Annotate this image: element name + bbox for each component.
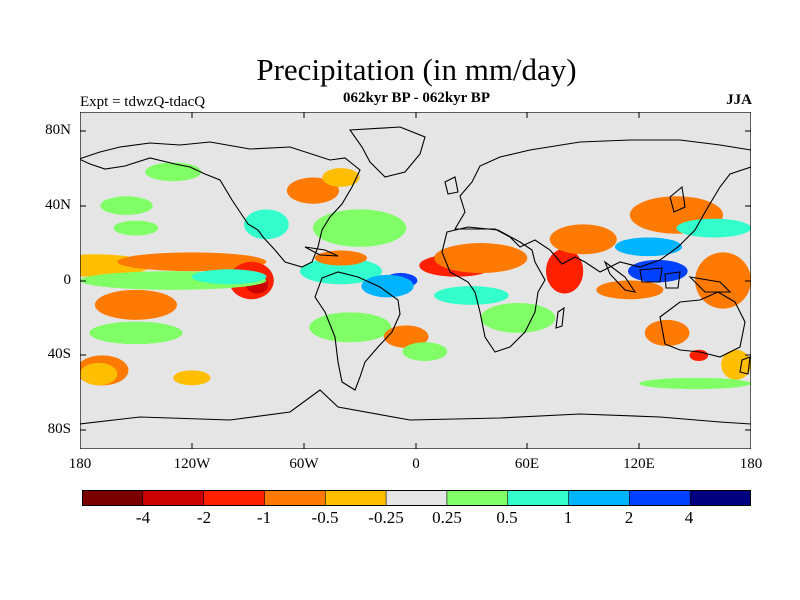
colorbar-box [142, 490, 205, 506]
lon-tick-180e: 180 [739, 456, 763, 472]
lon-tick-120e: 120E [623, 456, 655, 472]
anomaly-region [721, 349, 751, 380]
coast-madagascar [555, 306, 565, 329]
lat-tick-40n: 40N [45, 197, 71, 213]
coast-new-zealand [739, 356, 751, 375]
colorbar-label: 0.5 [496, 508, 518, 527]
coast-africa [441, 226, 546, 353]
chart-title: Precipitation (in mm/day) [256, 52, 577, 87]
colorbar-label: -2 [196, 508, 212, 527]
colorbar-box [324, 490, 387, 506]
anomaly-region [286, 177, 340, 204]
colorbar-box [507, 490, 570, 506]
anomaly-region [695, 252, 751, 309]
anomaly-region [596, 280, 664, 300]
anomaly-region [383, 325, 429, 348]
colorbar-box [203, 490, 266, 506]
anomaly-region [549, 224, 617, 255]
lon-tick-60e: 60E [514, 456, 540, 472]
colorbar-box [629, 490, 691, 506]
anomaly-region [244, 209, 289, 240]
lat-tick-80s: 80S [47, 421, 71, 437]
colorbar-box [568, 490, 630, 506]
coast-indonesia [603, 260, 732, 293]
anomaly-region [402, 342, 448, 362]
anomaly-region [614, 237, 683, 257]
lon-tick-0: 0 [412, 456, 420, 472]
anomaly-region [80, 362, 118, 386]
colorbar [82, 490, 751, 506]
anomaly-region [299, 258, 382, 285]
season-label: JJA [726, 92, 752, 108]
precipitation-map [80, 112, 751, 449]
lon-tick-180w: 180 [68, 456, 92, 472]
coast-uk [444, 176, 459, 195]
coast-greenland [348, 126, 426, 178]
lon-tick-120w: 120W [173, 456, 211, 472]
coastlines [80, 126, 751, 425]
lon-tick-60w: 60W [289, 456, 319, 472]
anomaly-region [480, 302, 556, 333]
coast-north-america [80, 141, 361, 268]
colorbar-box [264, 490, 326, 506]
colorbar-label: -4 [135, 508, 151, 527]
anomaly-region [89, 321, 183, 345]
anomaly-region [117, 252, 267, 272]
anomaly-region [100, 196, 153, 215]
colorbar-label: -0.25 [368, 508, 404, 527]
colorbar-label: -1 [256, 508, 272, 527]
anomaly-region [173, 370, 211, 386]
anomaly-region [113, 220, 159, 236]
anomaly-region [322, 168, 360, 187]
lat-tick-0: 0 [63, 272, 72, 288]
colorbar-box [82, 490, 144, 506]
coast-south-america [314, 271, 401, 391]
anomaly-region [361, 274, 414, 298]
map-ticks [80, 112, 751, 449]
coast-cuba [304, 246, 339, 257]
colorbar-box [385, 490, 448, 506]
coast-antarctica [80, 389, 751, 425]
colorbar-label: 1 [563, 508, 573, 527]
anomaly-region [94, 289, 177, 320]
anomaly-region [434, 243, 528, 274]
colorbar-box [689, 490, 751, 506]
lat-tick-40s: 40S [47, 346, 71, 362]
anomaly-region [434, 286, 509, 305]
colorbar-box [446, 490, 509, 506]
anomaly-region [309, 312, 392, 343]
colorbar-label: 0.25 [432, 508, 462, 527]
anomaly-region [676, 218, 751, 238]
colorbar-label: -0.5 [311, 508, 339, 527]
anomaly-region [639, 377, 751, 390]
coast-europe-asia [454, 139, 751, 273]
anomaly-region [314, 250, 368, 266]
experiment-label: Expt = tdwzQ-tdacQ [80, 94, 206, 110]
anomaly-region [312, 209, 407, 247]
colorbar-label: 4 [684, 508, 694, 527]
anomaly-region [145, 162, 202, 182]
anomaly-layer [80, 162, 751, 390]
anomaly-region [545, 248, 584, 294]
coast-australia [659, 291, 746, 358]
coast-japan [669, 185, 686, 213]
colorbar-label: 2 [624, 508, 634, 527]
anomaly-region [191, 269, 267, 285]
lat-tick-80n: 80N [45, 122, 71, 138]
chart-subtitle: 062kyr BP - 062kyr BP [343, 90, 490, 106]
anomaly-region [644, 319, 690, 347]
